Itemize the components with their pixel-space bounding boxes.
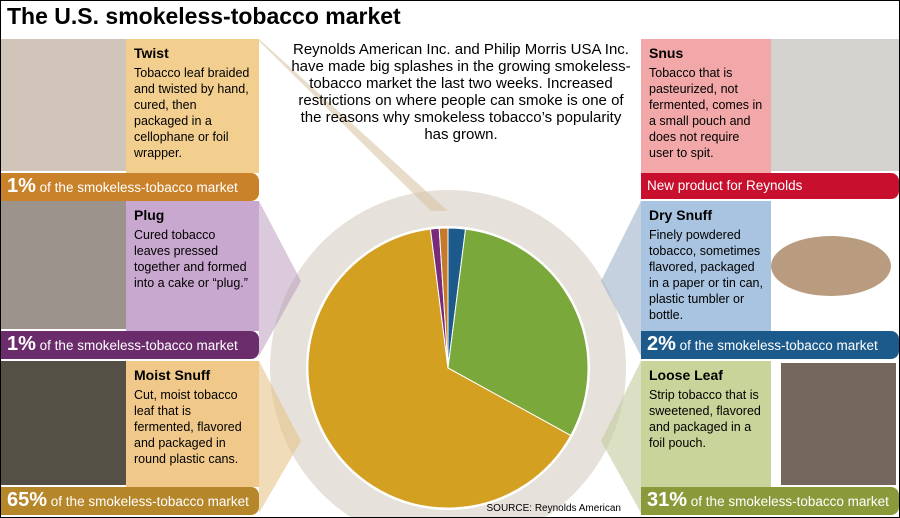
value-label: 1%: [7, 333, 36, 355]
panel-title: Snus: [649, 45, 684, 61]
panel-text: Tobacco that is pasteurized, not ferment…: [649, 66, 763, 160]
share-bar: 31% of the smokeless-tobacco market: [641, 487, 899, 515]
value-label: 1%: [7, 175, 36, 197]
intro-text: Reynolds American Inc. and Philip Morris…: [291, 41, 631, 143]
share-bar: 2% of the smokeless-tobacco market: [641, 331, 899, 359]
pointer: [601, 201, 641, 356]
photo-snus: [771, 39, 899, 171]
photo-loose-leaf: [781, 363, 896, 485]
pointer: [259, 39, 448, 211]
panel: Snus Tobacco that is pasteurized, not fe…: [641, 39, 771, 173]
value-label: 65%: [7, 489, 48, 511]
share-bar: 1% of the smokeless-tobacco market: [1, 331, 259, 359]
share-text: of the smokeless-tobacco market: [690, 494, 889, 509]
panel-title: Moist Snuff: [134, 367, 211, 383]
value-label: 31%: [647, 489, 688, 511]
pointer: [259, 201, 301, 356]
photo-plug: [1, 201, 126, 329]
photo-dry-snuff: [771, 236, 891, 296]
panel-text: Finely powdered tobacco, sometimes flavo…: [649, 228, 763, 322]
panel-text: Cured tobacco leaves pressed together an…: [134, 228, 248, 290]
panel-title: Twist: [134, 45, 169, 61]
panel: Plug Cured tobacco leaves pressed togeth…: [126, 201, 259, 331]
panel-title: Dry Snuff: [649, 207, 712, 223]
source: SOURCE: Reynolds American: [486, 503, 622, 514]
photo-moist-snuff: [1, 361, 126, 485]
value-label: 2%: [647, 333, 676, 355]
pointer: [601, 361, 641, 513]
panel-title: Loose Leaf: [649, 367, 723, 383]
note-bar: New product for Reynolds: [641, 173, 899, 199]
share-text: of the smokeless-tobacco market: [679, 338, 878, 353]
panel-text: Strip tobacco that is sweetened, flavore…: [649, 388, 761, 450]
pie-slice: [438, 227, 449, 369]
share-text: of the smokeless-tobacco market: [50, 494, 249, 509]
panel: Loose Leaf Strip tobacco that is sweeten…: [641, 361, 771, 487]
share-text: of the smokeless-tobacco market: [39, 338, 238, 353]
pointer: [259, 361, 301, 513]
panel-text: Cut, moist tobacco leaf that is fermente…: [134, 388, 242, 466]
panel: Twist Tobacco leaf braided and twisted b…: [126, 39, 259, 173]
photo-twist: [1, 39, 126, 171]
pie: [307, 227, 589, 509]
panel-text: Tobacco leaf braided and twisted by hand…: [134, 66, 250, 160]
panel: Moist Snuff Cut, moist tobacco leaf that…: [126, 361, 259, 487]
share-text: of the smokeless-tobacco market: [39, 180, 238, 195]
panel: Dry Snuff Finely powdered tobacco, somet…: [641, 201, 771, 331]
title: The U.S. smokeless-tobacco market: [7, 3, 401, 29]
share-bar: 65% of the smokeless-tobacco market: [1, 487, 259, 515]
pie-slice: [307, 228, 572, 509]
share-bar: 1% of the smokeless-tobacco market: [1, 173, 259, 201]
panel-title: Plug: [134, 207, 165, 223]
note-text: New product for Reynolds: [647, 178, 803, 193]
pie-slice: [447, 228, 589, 437]
